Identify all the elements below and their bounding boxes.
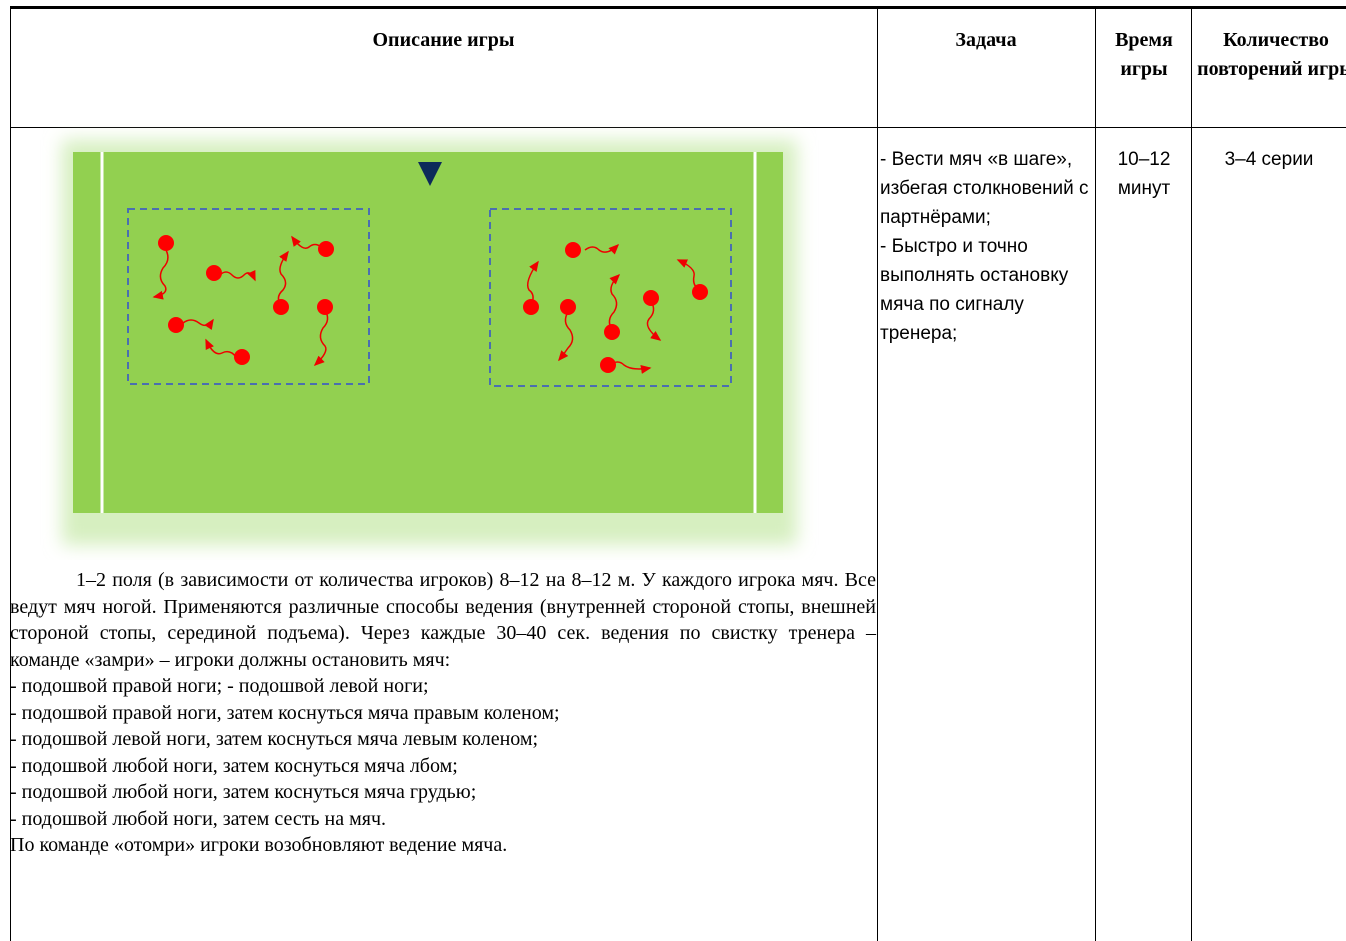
description-line: - подошвой правой ноги; - подошвой левой… [10,675,429,697]
game-description: 1–2 поля (в зависимости от количества иг… [10,567,876,859]
time-cell: 10–12 минут [1117,149,1171,199]
description-line: - подошвой любой ноги, затем сесть на мя… [10,807,387,830]
repeats-cell: 3–4 серии [1224,149,1314,170]
table-border [877,6,878,941]
task-cell: - Вести мяч «в шаге», избегая столкновен… [880,145,1092,348]
header-cell: Количество повторений игры [1197,29,1346,80]
table-border [10,6,1346,9]
description-line: - подошвой правой ноги, затем коснуться … [10,701,560,724]
description-paragraph: 1–2 поля (в зависимости от количества иг… [10,569,876,671]
task-item: - Вести мяч «в шаге», избегая столкновен… [880,149,1089,228]
table-border [10,6,11,941]
description-line: - подошвой любой ноги, затем коснуться м… [10,754,458,777]
header-cell: Описание игры [372,29,515,51]
table-border [1191,6,1192,941]
table-border [1095,6,1096,941]
description-line: - подошвой любой ноги, затем коснуться м… [10,781,477,803]
description-line: - подошвой левой ноги, затем коснуться м… [10,728,539,750]
header-cell: Время игры [1115,29,1173,80]
field-diagram [62,140,797,545]
task-item: - Быстро и точно выполнять остановку мяч… [880,236,1069,344]
header-cell: Задача [955,29,1017,51]
table-border [10,127,1346,128]
description-line: По команде «отомри» игроки возобновляют … [10,834,508,856]
